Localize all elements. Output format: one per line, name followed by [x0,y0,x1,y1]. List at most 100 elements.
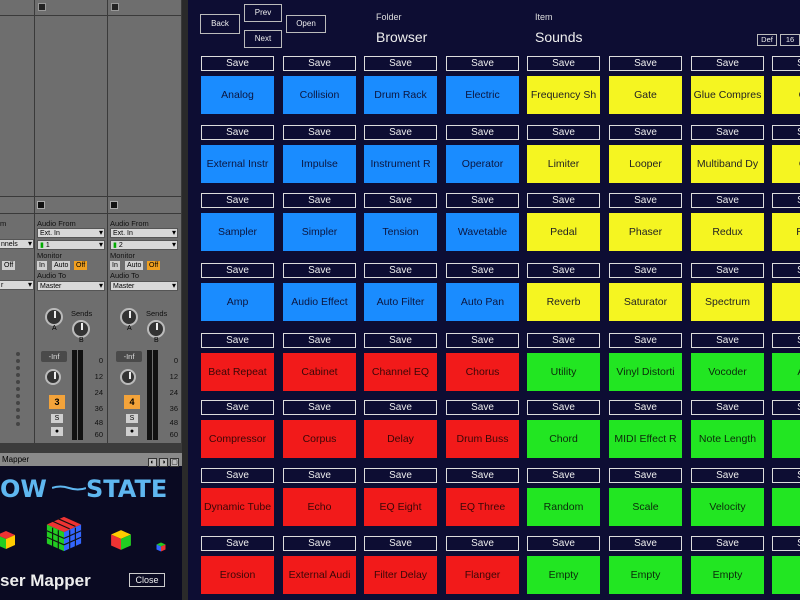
device-pad[interactable]: Auto Pan [446,283,519,321]
device-pad[interactable]: Audio Effect [283,283,356,321]
device-pad[interactable]: Electric [446,76,519,114]
device-pad[interactable]: Empty [527,556,600,594]
device-pad[interactable]: Gate [609,76,682,114]
save-button[interactable]: Save [691,468,764,483]
save-button[interactable]: Save [446,536,519,551]
save-button[interactable]: Save [283,333,356,348]
device-pad[interactable]: Ove [772,145,800,183]
def-button[interactable]: Def [757,34,777,46]
save-button[interactable]: Save [527,263,600,278]
save-button[interactable]: Save [283,193,356,208]
save-button[interactable]: Save [772,56,800,71]
open-button[interactable]: Open [286,15,326,33]
device-pad[interactable]: Velocity [691,488,764,526]
save-button[interactable]: Save [446,56,519,71]
close-button[interactable]: Close [129,573,165,587]
track-4-monitor-auto-button[interactable]: Auto [125,261,144,270]
save-button[interactable]: Save [609,333,682,348]
save-button[interactable]: Save [364,400,437,415]
track-3-send-b-knob[interactable] [72,320,90,338]
back-button[interactable]: Back [200,14,240,34]
device-pad[interactable]: Chord [527,420,600,458]
device-pad[interactable]: Collision [283,76,356,114]
save-button[interactable]: Save [364,468,437,483]
save-button[interactable]: Save [283,536,356,551]
device-pad[interactable]: External Instr [201,145,274,183]
save-button[interactable]: Save [283,56,356,71]
save-button[interactable]: Save [691,125,764,140]
device-power-icon[interactable]: ◑ [159,458,168,467]
device-pad[interactable]: Auto Filter [364,283,437,321]
save-button[interactable]: Save [201,263,274,278]
device-pad[interactable]: Vocoder [691,353,764,391]
save-button[interactable]: Save [201,56,274,71]
device-pad[interactable]: Beat Repeat [201,353,274,391]
track-4-activator-button[interactable]: 4 [124,395,140,409]
device-pad[interactable]: Pedal [527,213,600,251]
device-pad[interactable]: E [772,488,800,526]
prev-button[interactable]: Prev [244,4,282,22]
save-button[interactable]: Save [283,263,356,278]
device-pad[interactable]: Corpus [283,420,356,458]
save-button[interactable]: Save [364,193,437,208]
device-pad[interactable]: Phaser [609,213,682,251]
track-4-pan-knob[interactable] [120,369,136,385]
save-button[interactable]: Save [446,125,519,140]
save-button[interactable]: Save [691,333,764,348]
device-save-icon[interactable]: ▢ [170,458,179,467]
track-3-activator-button[interactable]: 3 [49,395,65,409]
save-button[interactable]: Save [772,400,800,415]
device-pad[interactable]: P [772,420,800,458]
device-pad[interactable]: Flanger [446,556,519,594]
save-button[interactable]: Save [609,536,682,551]
save-button[interactable]: Save [772,193,800,208]
track-3-input-type-dropdown[interactable]: Ext. In [37,228,105,238]
device-pad[interactable]: Note Length [691,420,764,458]
track-4-send-b-knob[interactable] [147,320,165,338]
save-button[interactable]: Save [691,56,764,71]
save-button[interactable]: Save [527,400,600,415]
device-pad[interactable]: Delay [364,420,437,458]
track-3-monitor-in-button[interactable]: In [37,261,47,270]
device-pad[interactable]: Echo [283,488,356,526]
device-pad[interactable]: Scale [609,488,682,526]
device-pad[interactable]: Glue Compres [691,76,764,114]
device-fold-icon[interactable]: ◐ [148,458,157,467]
device-pad[interactable]: Operator [446,145,519,183]
next-button[interactable]: Next [244,30,282,48]
track-3-input-channel-dropdown[interactable]: ▮ 1 [37,240,105,250]
device-pad[interactable]: Looper [609,145,682,183]
device-pad[interactable]: E [772,556,800,594]
save-button[interactable]: Save [201,333,274,348]
track-3-solo-button[interactable]: S [51,414,63,423]
save-button[interactable]: Save [527,125,600,140]
audio-to-dropdown-partial[interactable]: r [0,280,34,290]
device-pad[interactable]: External Audi [283,556,356,594]
device-pad[interactable]: EQ Three [446,488,519,526]
device-pad[interactable]: Rese [772,213,800,251]
save-button[interactable]: Save [364,56,437,71]
track-4-monitor-off-button[interactable]: Off [147,261,161,270]
device-pad[interactable]: Sampler [201,213,274,251]
save-button[interactable]: Save [691,263,764,278]
save-button[interactable]: Save [527,193,600,208]
device-pad[interactable]: Impulse [283,145,356,183]
track-4-volume-readout[interactable]: -Inf [116,351,142,362]
save-button[interactable]: Save [364,536,437,551]
save-button[interactable]: Save [609,56,682,71]
save-button[interactable]: Save [609,400,682,415]
device-pad[interactable]: MIDI Effect R [609,420,682,458]
track-3-volume-readout[interactable]: -Inf [41,351,67,362]
track-4-clip-button[interactable] [111,3,119,11]
device-pad[interactable]: Chorus [446,353,519,391]
device-pad[interactable]: Tension [364,213,437,251]
track-3-send-a-knob[interactable] [45,308,63,326]
save-button[interactable]: Save [446,263,519,278]
device-pad[interactable]: Amp [201,283,274,321]
device-pad[interactable]: Dynamic Tube [201,488,274,526]
device-pad[interactable]: Reverb [527,283,600,321]
device-pad[interactable]: Drum Buss [446,420,519,458]
save-button[interactable]: Save [201,536,274,551]
save-button[interactable]: Save [772,333,800,348]
track-4-audio-to-dropdown[interactable]: Master [110,281,178,291]
